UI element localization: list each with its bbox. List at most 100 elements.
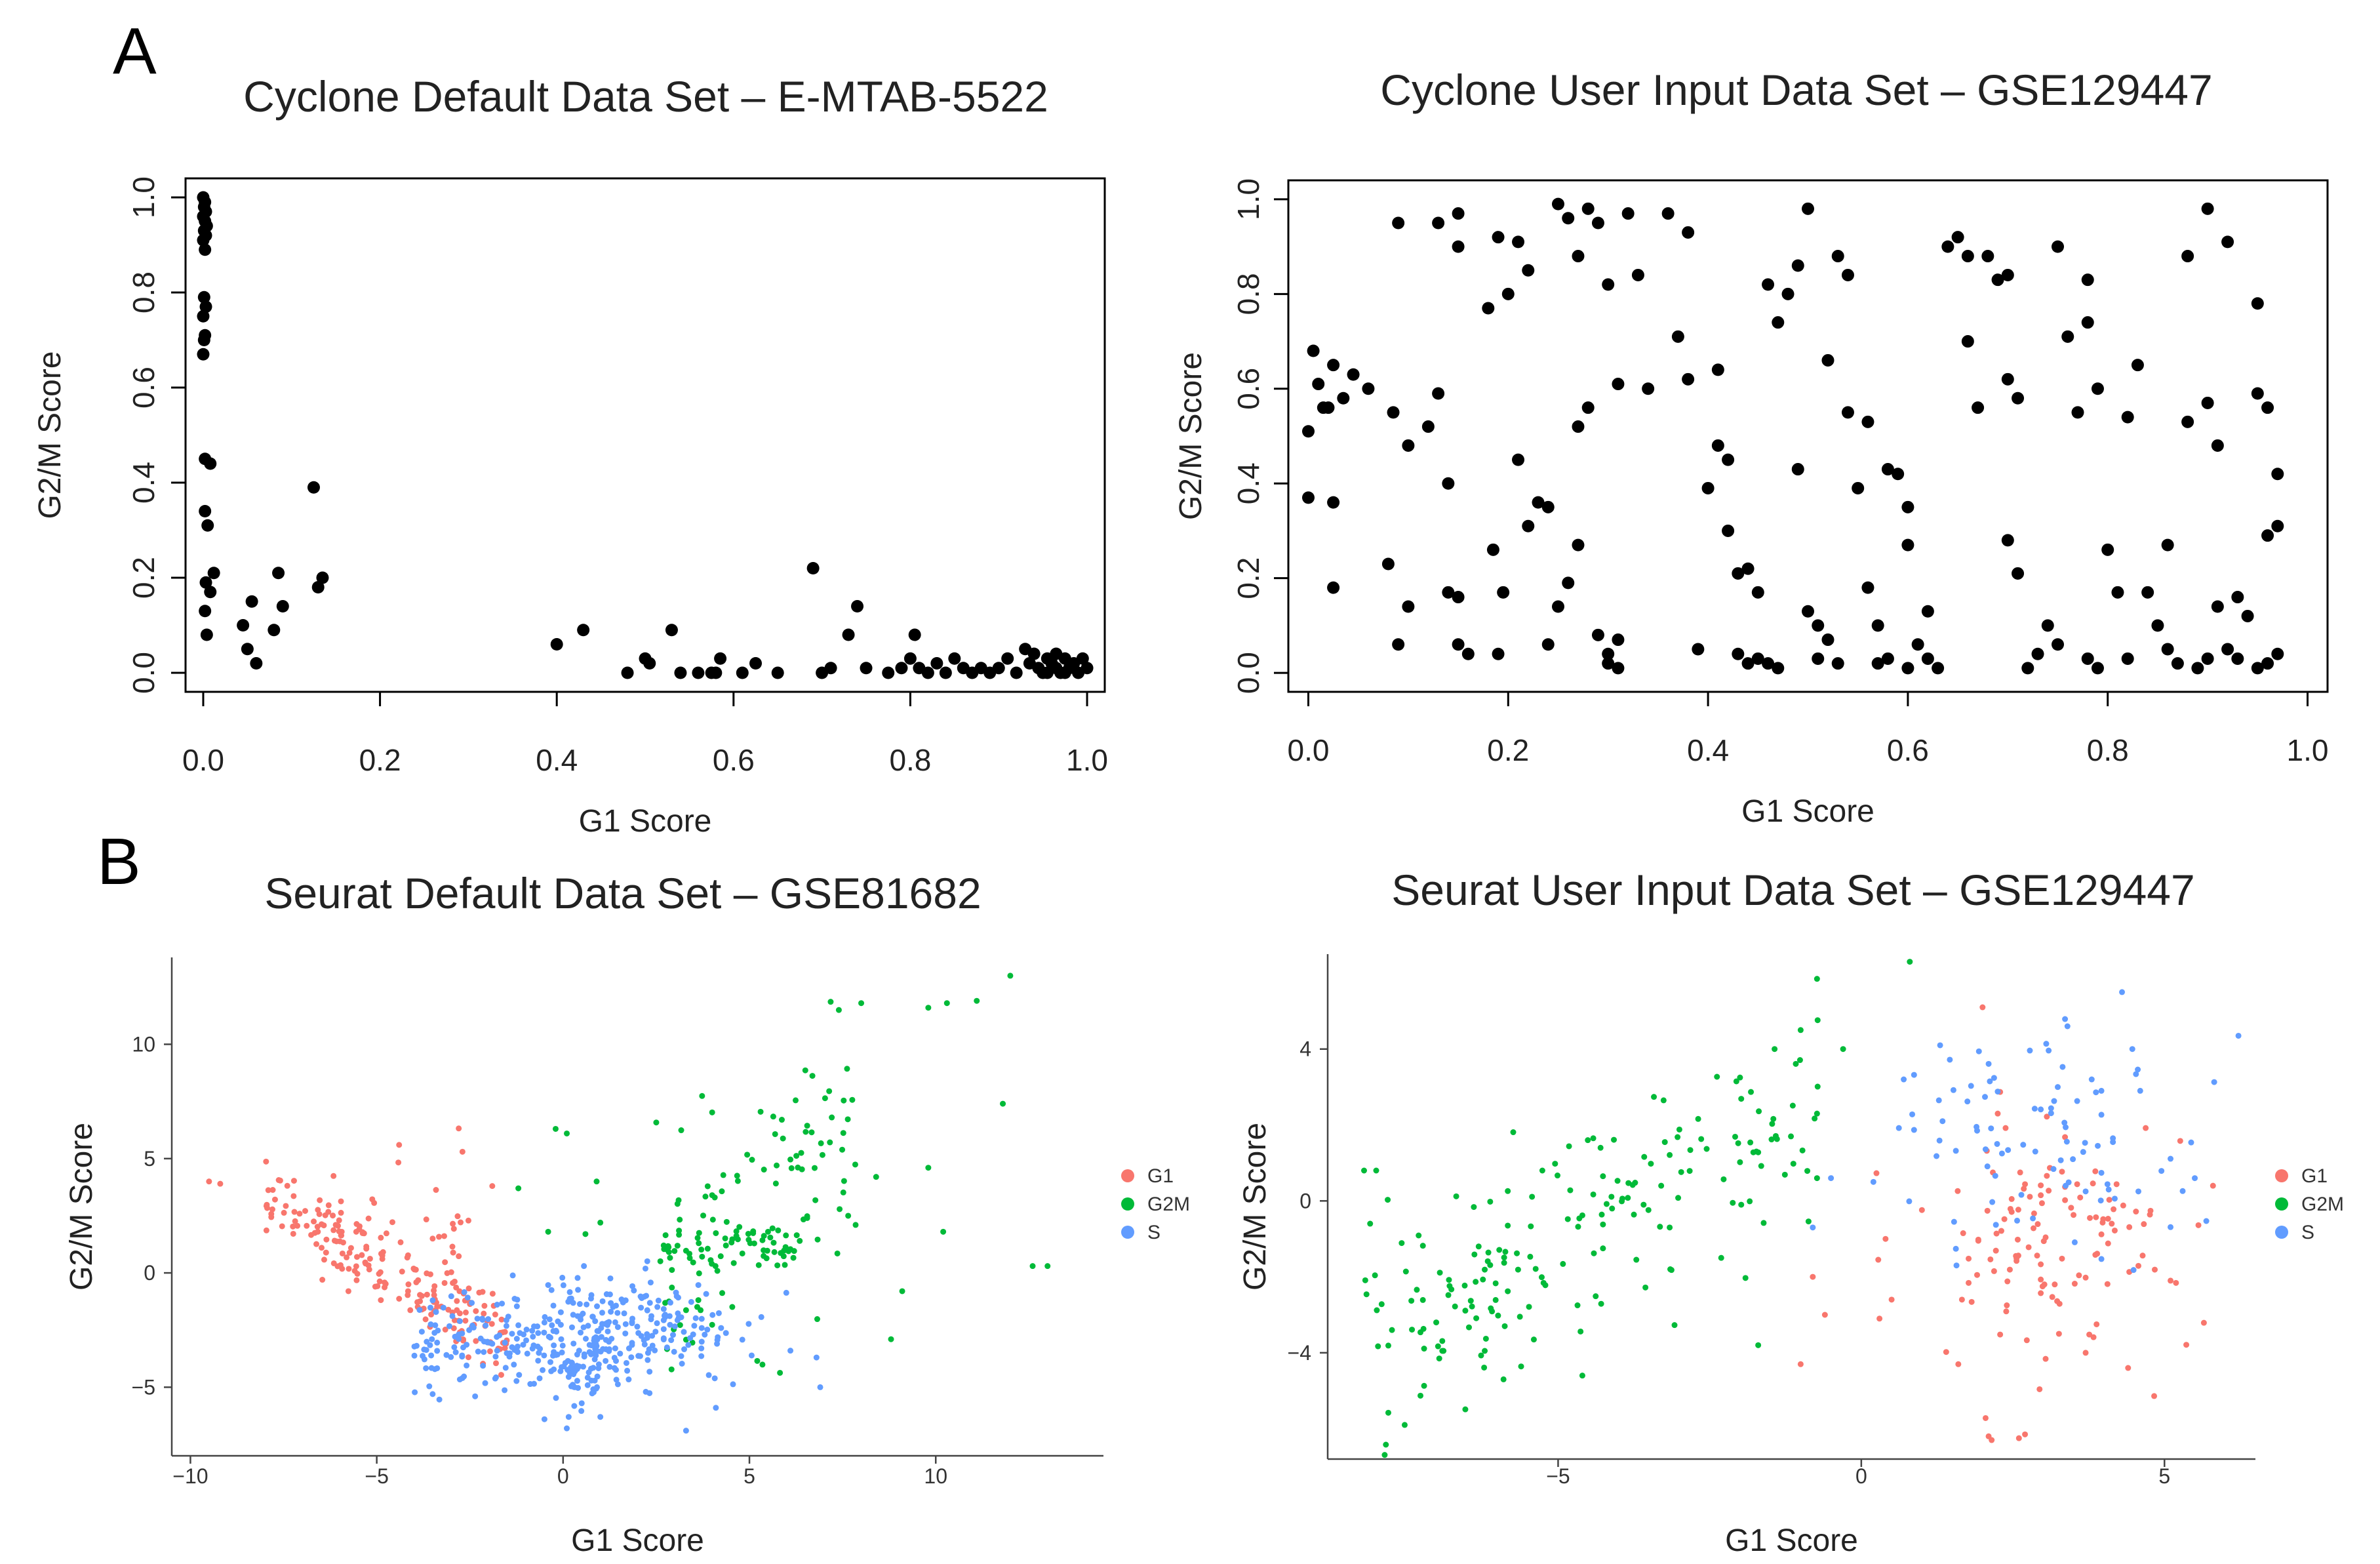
data-point-g2m xyxy=(707,1257,714,1264)
data-point xyxy=(2091,662,2104,675)
data-point-g1 xyxy=(2068,1205,2074,1211)
data-point xyxy=(199,576,212,589)
data-point-s xyxy=(679,1361,685,1367)
data-point-s xyxy=(515,1322,522,1329)
data-point-g2m xyxy=(1471,1251,1478,1258)
data-point xyxy=(806,562,820,574)
data-point-s xyxy=(787,1348,794,1354)
data-point-g2m xyxy=(593,1178,600,1185)
data-point-s xyxy=(2119,989,2126,995)
data-point-g1 xyxy=(304,1222,310,1229)
data-point-g1 xyxy=(1984,1207,1991,1214)
data-point-s xyxy=(541,1319,547,1326)
data-point-s xyxy=(1988,1125,1994,1132)
data-point-g1 xyxy=(2038,1192,2044,1199)
data-point-s xyxy=(2043,1041,2050,1047)
data-point-g2m xyxy=(793,1153,800,1159)
data-point-s xyxy=(698,1353,705,1359)
data-point-g1 xyxy=(330,1173,337,1179)
y-tick-label: 0.2 xyxy=(127,557,161,599)
data-point-s xyxy=(440,1304,446,1311)
data-point-g1 xyxy=(2038,1276,2044,1283)
data-point-s xyxy=(681,1329,687,1335)
data-point-s xyxy=(2030,1215,2036,1222)
data-point xyxy=(665,624,678,637)
data-point-g1 xyxy=(449,1243,456,1250)
data-point xyxy=(2221,643,2234,656)
data-point-s xyxy=(584,1382,591,1388)
data-point-g1 xyxy=(2031,1225,2037,1232)
data-point-g1 xyxy=(2015,1435,2022,1441)
data-point-g1 xyxy=(2143,1125,2149,1131)
data-point-g1 xyxy=(1888,1296,1895,1303)
data-point-s xyxy=(698,1315,705,1322)
data-point-g1 xyxy=(2100,1216,2107,1222)
data-point-s xyxy=(429,1391,436,1397)
data-point-s xyxy=(433,1309,439,1315)
data-point-g1 xyxy=(1958,1296,1965,1303)
data-point-g2m xyxy=(694,1304,700,1310)
data-point-s xyxy=(492,1375,498,1382)
data-point xyxy=(2221,235,2234,249)
chart-title: Seurat User Input Data Set – GSE129447 xyxy=(1391,866,2194,914)
data-point-s xyxy=(620,1299,626,1306)
x-tick-label: −5 xyxy=(1546,1464,1570,1488)
data-point xyxy=(1911,638,1924,651)
data-point-s xyxy=(530,1333,536,1340)
data-point-g2m xyxy=(690,1259,696,1266)
data-point-s xyxy=(1974,1127,1980,1134)
data-point-g1 xyxy=(2022,1431,2029,1437)
data-point-g2m xyxy=(1814,1017,1821,1024)
data-point-s xyxy=(582,1336,589,1342)
data-point-g1 xyxy=(399,1268,405,1275)
data-point-g2m xyxy=(1671,1322,1678,1329)
data-point-g2m xyxy=(1401,1422,1408,1428)
data-point-g1 xyxy=(330,1227,337,1233)
data-point xyxy=(674,666,687,679)
data-point-g1 xyxy=(2147,1207,2154,1214)
data-point-s xyxy=(648,1316,654,1323)
data-point-g2m xyxy=(1398,1240,1405,1247)
data-point-g2m xyxy=(803,1129,809,1135)
data-point xyxy=(1901,662,1914,675)
data-point-g1 xyxy=(2038,1200,2045,1207)
data-point-g2m xyxy=(1437,1270,1443,1276)
data-point-s xyxy=(574,1352,580,1358)
data-point-g2m xyxy=(1667,1152,1673,1158)
data-point xyxy=(1841,406,1854,419)
data-point-g2m xyxy=(1462,1406,1469,1413)
data-point-g1 xyxy=(2034,1221,2041,1228)
data-point xyxy=(2191,662,2204,675)
data-point-g2m xyxy=(1629,1182,1636,1188)
data-point-g1 xyxy=(269,1187,276,1193)
data-point-g2m xyxy=(837,1206,843,1213)
x-tick-label: 10 xyxy=(924,1464,947,1488)
data-point-g1 xyxy=(2109,1220,2115,1227)
data-point-s xyxy=(638,1333,645,1339)
data-point-g2m xyxy=(1614,1178,1621,1184)
data-point-g1 xyxy=(429,1235,436,1242)
data-point-g2m xyxy=(799,1166,805,1173)
data-point xyxy=(1362,382,1375,395)
data-point-g2m xyxy=(1473,1315,1480,1321)
data-point-g1 xyxy=(347,1245,354,1251)
data-point-g1 xyxy=(396,1142,403,1148)
data-point-s xyxy=(2110,1139,2116,1146)
data-point-s xyxy=(584,1301,590,1308)
data-point-s xyxy=(2051,1098,2057,1104)
x-tick-label: 0.4 xyxy=(536,743,578,777)
data-point-g2m xyxy=(1579,1373,1585,1379)
data-point-g2m xyxy=(677,1216,683,1223)
data-point xyxy=(1327,359,1340,372)
data-point-g1 xyxy=(2093,1214,2099,1220)
data-point-s xyxy=(703,1291,709,1297)
x-tick-label: 0.8 xyxy=(889,743,931,777)
data-point-g1 xyxy=(389,1219,395,1226)
data-point-g2m xyxy=(1812,1115,1818,1122)
data-point-s xyxy=(2063,1124,2069,1131)
data-point-g2m xyxy=(841,1178,847,1184)
data-point-g1 xyxy=(1974,1272,1980,1278)
data-point-g1 xyxy=(344,1254,350,1260)
data-point-g2m xyxy=(1742,1275,1749,1281)
y-tick-label: 0.8 xyxy=(127,271,161,313)
